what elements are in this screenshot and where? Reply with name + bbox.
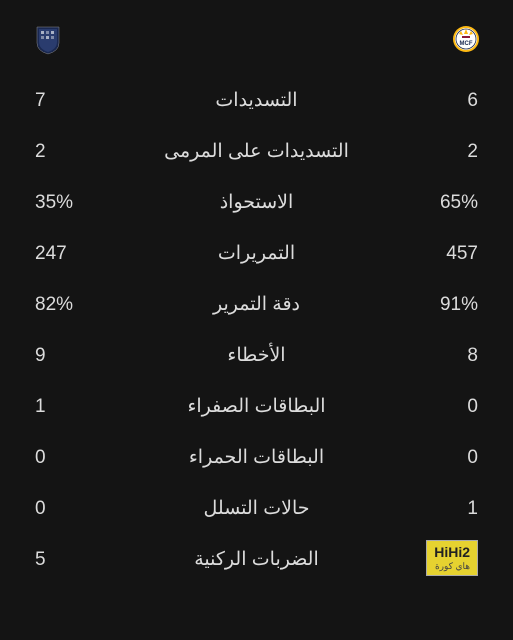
stat-label: التمريرات <box>95 242 418 265</box>
stat-right-value: 0 <box>418 396 478 418</box>
stat-label: دقة التمرير <box>95 293 418 316</box>
stat-left-value: 247 <box>35 243 95 265</box>
stat-left-value: 82% <box>35 294 95 316</box>
stat-row: 247 التمريرات 457 <box>35 242 478 265</box>
stat-label: الاستحواذ <box>95 191 418 214</box>
stat-left-value: 9 <box>35 345 95 367</box>
stat-right-value: 65% <box>418 192 478 214</box>
stat-right-value: 1 <box>418 498 478 520</box>
stat-right-value: 8 <box>418 345 478 367</box>
match-header: MCF <box>35 25 478 59</box>
stat-label: الأخطاء <box>95 344 418 367</box>
stat-left-value: 5 <box>35 549 95 571</box>
watermark-badge: HiHi2 هاي كورة <box>426 540 478 576</box>
stats-table: 7 التسديدات 6 2 التسديدات على المرمى 2 3… <box>35 89 478 571</box>
stat-label: البطاقات الحمراء <box>95 446 418 469</box>
stat-label: التسديدات <box>95 89 418 112</box>
stat-row: 0 حالات التسلل 1 <box>35 497 478 520</box>
stat-label: البطاقات الصفراء <box>95 395 418 418</box>
watermark-sub-text: هاي كورة <box>434 561 470 572</box>
stat-right-value: 91% <box>418 294 478 316</box>
stat-right-value: 2 <box>418 141 478 163</box>
stat-row: 35% الاستحواذ 65% <box>35 191 478 214</box>
svg-text:MCF: MCF <box>460 41 473 47</box>
stat-row: 2 التسديدات على المرمى 2 <box>35 140 478 163</box>
stat-label: التسديدات على المرمى <box>95 140 418 163</box>
stat-label: الضربات الركنية <box>95 548 418 571</box>
stat-row: 82% دقة التمرير 91% <box>35 293 478 316</box>
stat-right-value: 6 <box>418 90 478 112</box>
stat-label: حالات التسلل <box>95 497 418 520</box>
stat-left-value: 0 <box>35 498 95 520</box>
watermark-main-text: HiHi2 <box>434 544 470 561</box>
team-left-logo <box>35 25 61 59</box>
stat-right-value: 0 <box>418 447 478 469</box>
stat-left-value: 1 <box>35 396 95 418</box>
stat-left-value: 7 <box>35 90 95 112</box>
stat-left-value: 2 <box>35 141 95 163</box>
stat-left-value: 0 <box>35 447 95 469</box>
stat-right-value: 457 <box>418 243 478 265</box>
stat-row: 9 الأخطاء 8 <box>35 344 478 367</box>
stat-row: 1 البطاقات الصفراء 0 <box>35 395 478 418</box>
stat-row: 7 التسديدات 6 <box>35 89 478 112</box>
stat-row: 0 البطاقات الحمراء 0 <box>35 446 478 469</box>
stat-row: 5 الضربات الركنية 4 <box>35 548 478 571</box>
stat-left-value: 35% <box>35 192 95 214</box>
team-right-logo: MCF <box>452 25 478 59</box>
